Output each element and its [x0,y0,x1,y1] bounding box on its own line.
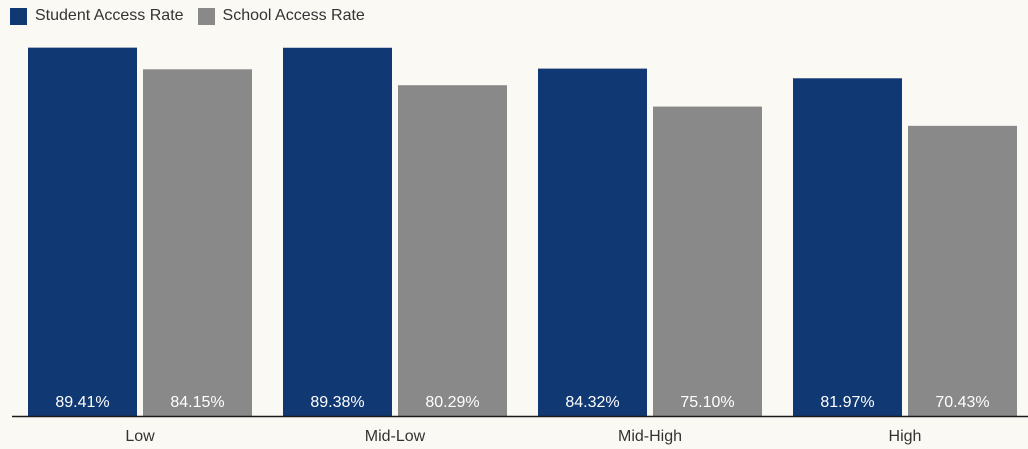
data-label-student-access-rate-low: 89.41% [55,394,109,411]
bar-school-access-rate-low [143,69,252,416]
legend-swatch-student [10,7,27,25]
bar-student-access-rate-low [28,47,137,416]
x-tick-label-low: Low [125,428,155,445]
bar-school-access-rate-mid-low [398,85,507,416]
legend: Student Access Rate School Access Rate [10,6,379,26]
legend-swatch-school [197,7,215,25]
bar-student-access-rate-high [793,78,902,416]
x-tick-label-mid-low: Mid-Low [365,428,426,445]
data-label-school-access-rate-low: 84.15% [170,394,224,411]
data-label-student-access-rate-mid-low: 89.38% [310,394,364,411]
data-label-school-access-rate-mid-low: 80.29% [425,394,479,411]
legend-label-student: Student Access Rate [35,7,184,24]
legend-label-school: School Access Rate [222,7,365,24]
legend-item-school-access-rate: School Access Rate [197,7,365,25]
data-label-school-access-rate-high: 70.43% [935,394,989,411]
legend-item-student-access-rate: Student Access Rate [10,7,184,25]
bar-student-access-rate-mid-low [283,47,392,417]
data-label-student-access-rate-mid-high: 84.32% [565,394,619,411]
bar-student-access-rate-mid-high [538,68,647,417]
data-label-school-access-rate-mid-high: 75.10% [680,394,734,411]
x-tick-label-mid-high: Mid-High [618,428,682,445]
bar-school-access-rate-mid-high [653,106,762,416]
data-label-student-access-rate-high: 81.97% [820,394,874,411]
x-tick-label-high: High [889,428,922,445]
bar-school-access-rate-high [908,125,1017,416]
